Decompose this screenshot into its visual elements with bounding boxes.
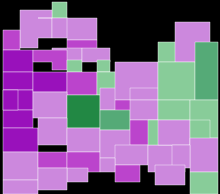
Polygon shape bbox=[67, 152, 100, 172]
Polygon shape bbox=[82, 48, 110, 62]
Polygon shape bbox=[52, 2, 67, 18]
Polygon shape bbox=[38, 168, 67, 190]
Polygon shape bbox=[67, 168, 88, 182]
Polygon shape bbox=[3, 152, 38, 180]
Polygon shape bbox=[148, 145, 185, 172]
Polygon shape bbox=[52, 48, 82, 62]
Polygon shape bbox=[67, 128, 100, 152]
Polygon shape bbox=[67, 60, 82, 72]
Polygon shape bbox=[172, 145, 190, 168]
Polygon shape bbox=[190, 120, 210, 145]
Polygon shape bbox=[3, 90, 33, 110]
Polygon shape bbox=[115, 62, 158, 100]
Polygon shape bbox=[3, 90, 18, 110]
Polygon shape bbox=[100, 158, 115, 172]
Polygon shape bbox=[3, 128, 38, 152]
Polygon shape bbox=[3, 30, 20, 50]
Polygon shape bbox=[38, 18, 68, 38]
Polygon shape bbox=[130, 100, 158, 120]
Polygon shape bbox=[38, 152, 67, 168]
Polygon shape bbox=[67, 18, 97, 40]
Polygon shape bbox=[115, 100, 148, 120]
Polygon shape bbox=[100, 88, 130, 110]
Polygon shape bbox=[100, 110, 130, 130]
Polygon shape bbox=[190, 100, 218, 138]
Polygon shape bbox=[3, 180, 38, 194]
Polygon shape bbox=[175, 22, 210, 62]
Polygon shape bbox=[3, 110, 33, 128]
Polygon shape bbox=[67, 40, 97, 60]
Polygon shape bbox=[158, 100, 190, 120]
Polygon shape bbox=[190, 138, 218, 172]
Polygon shape bbox=[67, 95, 100, 128]
Polygon shape bbox=[33, 92, 67, 118]
Polygon shape bbox=[97, 72, 115, 88]
Polygon shape bbox=[115, 165, 140, 182]
Polygon shape bbox=[158, 120, 190, 145]
Polygon shape bbox=[97, 60, 110, 72]
Polygon shape bbox=[130, 88, 158, 100]
Polygon shape bbox=[115, 145, 148, 165]
Polygon shape bbox=[33, 50, 67, 70]
Polygon shape bbox=[67, 72, 97, 95]
Polygon shape bbox=[148, 120, 175, 145]
Polygon shape bbox=[100, 130, 140, 158]
Polygon shape bbox=[158, 42, 195, 62]
Polygon shape bbox=[195, 42, 218, 100]
Polygon shape bbox=[190, 172, 218, 194]
Polygon shape bbox=[158, 62, 195, 100]
Polygon shape bbox=[33, 72, 67, 92]
Polygon shape bbox=[155, 165, 185, 185]
Polygon shape bbox=[3, 72, 33, 90]
Polygon shape bbox=[38, 118, 67, 145]
Polygon shape bbox=[3, 50, 33, 72]
Polygon shape bbox=[130, 120, 160, 145]
Polygon shape bbox=[97, 72, 130, 95]
Polygon shape bbox=[20, 10, 52, 48]
